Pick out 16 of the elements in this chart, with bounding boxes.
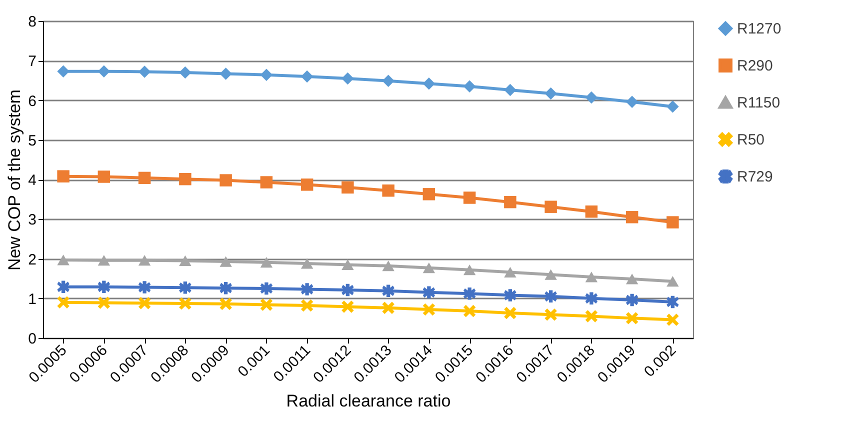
legend-label: R1150 xyxy=(737,94,780,112)
legend-label: R1270 xyxy=(737,20,782,38)
y-tick-label: 3 xyxy=(28,212,36,229)
y-tick-label: 1 xyxy=(28,290,36,308)
y-tick-label: 4 xyxy=(28,172,36,189)
legend-label: R50 xyxy=(737,132,765,148)
x-axis-title: Radial clearance ratio xyxy=(286,392,451,411)
y-tick-label: 7 xyxy=(28,53,36,70)
y-tick-label: 0 xyxy=(28,330,36,348)
y-tick-label: 2 xyxy=(28,251,36,268)
y-axis-title: New COP of the system xyxy=(5,89,24,271)
y-tick-label: 5 xyxy=(28,132,36,150)
legend-label: R290 xyxy=(737,58,773,74)
legend-label: R729 xyxy=(737,168,773,186)
y-tick-label: 8 xyxy=(28,14,36,30)
y-tick-label: 6 xyxy=(28,92,36,110)
